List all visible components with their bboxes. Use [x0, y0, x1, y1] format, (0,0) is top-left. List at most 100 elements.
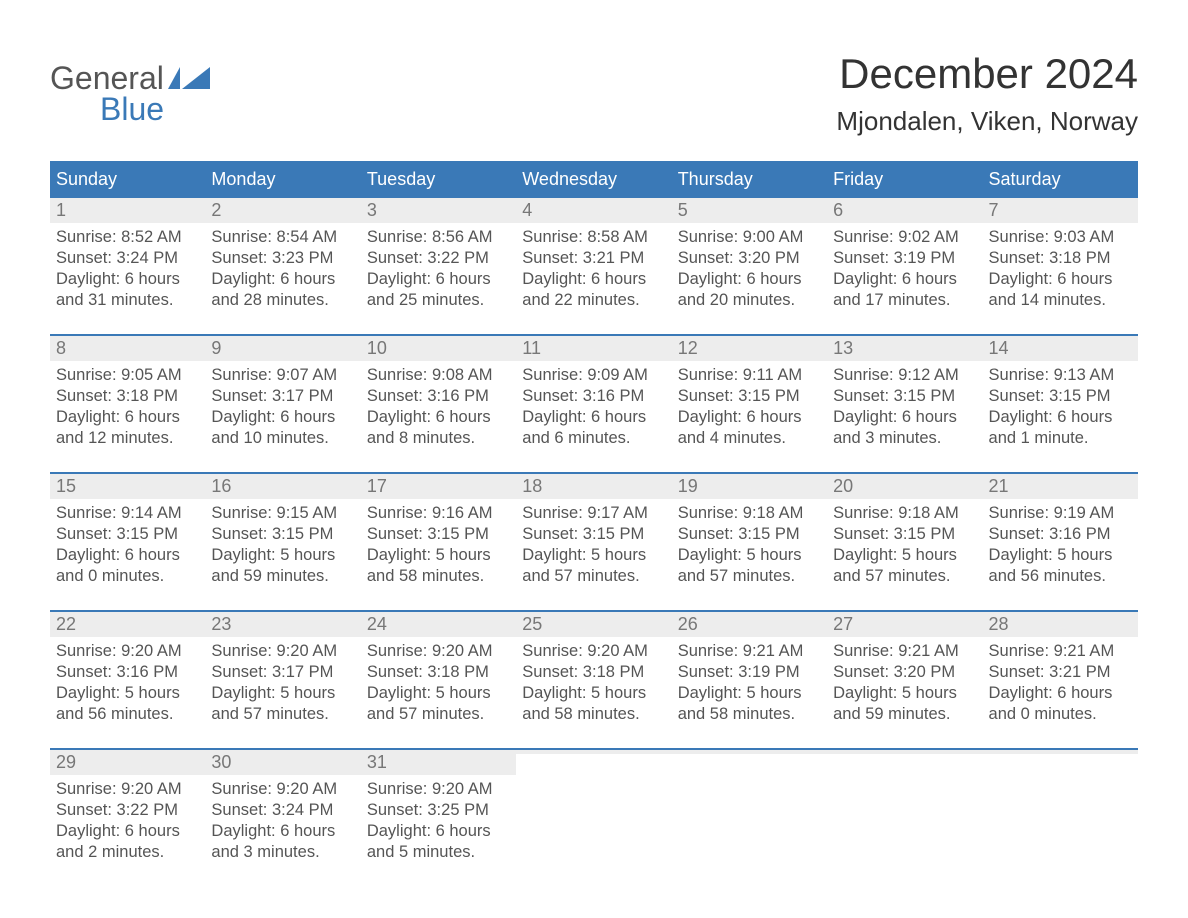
- day-cell: 10Sunrise: 9:08 AMSunset: 3:16 PMDayligh…: [361, 336, 516, 456]
- month-title: December 2024: [836, 50, 1138, 98]
- day-number: [983, 750, 1138, 754]
- sunrise-text: Sunrise: 8:52 AM: [56, 227, 199, 248]
- dl2-text: and 4 minutes.: [678, 428, 821, 449]
- day-cell: [516, 750, 671, 870]
- dl2-text: and 57 minutes.: [211, 704, 354, 725]
- dl2-text: and 28 minutes.: [211, 290, 354, 311]
- sunrise-text: Sunrise: 9:20 AM: [367, 641, 510, 662]
- day-body: Sunrise: 9:18 AMSunset: 3:15 PMDaylight:…: [672, 499, 827, 591]
- sunset-text: Sunset: 3:20 PM: [833, 662, 976, 683]
- sunrise-text: Sunrise: 9:13 AM: [989, 365, 1132, 386]
- week-row: 15Sunrise: 9:14 AMSunset: 3:15 PMDayligh…: [50, 472, 1138, 594]
- sunset-text: Sunset: 3:21 PM: [522, 248, 665, 269]
- dl1-text: Daylight: 6 hours: [56, 545, 199, 566]
- day-cell: 11Sunrise: 9:09 AMSunset: 3:16 PMDayligh…: [516, 336, 671, 456]
- day-number: [516, 750, 671, 754]
- day-body: Sunrise: 9:05 AMSunset: 3:18 PMDaylight:…: [50, 361, 205, 453]
- day-number: 6: [827, 198, 982, 223]
- day-number: 26: [672, 612, 827, 637]
- dl1-text: Daylight: 6 hours: [678, 407, 821, 428]
- sunset-text: Sunset: 3:25 PM: [367, 800, 510, 821]
- dl2-text: and 31 minutes.: [56, 290, 199, 311]
- sunrise-text: Sunrise: 9:03 AM: [989, 227, 1132, 248]
- sunrise-text: Sunrise: 9:08 AM: [367, 365, 510, 386]
- day-number: 12: [672, 336, 827, 361]
- sunrise-text: Sunrise: 9:07 AM: [211, 365, 354, 386]
- dl1-text: Daylight: 6 hours: [211, 269, 354, 290]
- day-cell: 20Sunrise: 9:18 AMSunset: 3:15 PMDayligh…: [827, 474, 982, 594]
- sunrise-text: Sunrise: 9:21 AM: [678, 641, 821, 662]
- weekday-header: Tuesday: [361, 161, 516, 198]
- sunrise-text: Sunrise: 9:11 AM: [678, 365, 821, 386]
- sunset-text: Sunset: 3:24 PM: [56, 248, 199, 269]
- dl2-text: and 57 minutes.: [522, 566, 665, 587]
- dl1-text: Daylight: 5 hours: [833, 683, 976, 704]
- dl2-text: and 1 minute.: [989, 428, 1132, 449]
- sunrise-text: Sunrise: 9:20 AM: [367, 779, 510, 800]
- day-cell: 24Sunrise: 9:20 AMSunset: 3:18 PMDayligh…: [361, 612, 516, 732]
- day-body: Sunrise: 9:12 AMSunset: 3:15 PMDaylight:…: [827, 361, 982, 453]
- dl1-text: Daylight: 5 hours: [211, 545, 354, 566]
- dl2-text: and 56 minutes.: [989, 566, 1132, 587]
- sunset-text: Sunset: 3:22 PM: [56, 800, 199, 821]
- day-number: 20: [827, 474, 982, 499]
- day-number: 10: [361, 336, 516, 361]
- day-cell: 27Sunrise: 9:21 AMSunset: 3:20 PMDayligh…: [827, 612, 982, 732]
- sunset-text: Sunset: 3:17 PM: [211, 386, 354, 407]
- week-row: 22Sunrise: 9:20 AMSunset: 3:16 PMDayligh…: [50, 610, 1138, 732]
- dl1-text: Daylight: 6 hours: [833, 269, 976, 290]
- day-number: 28: [983, 612, 1138, 637]
- week-row: 1Sunrise: 8:52 AMSunset: 3:24 PMDaylight…: [50, 198, 1138, 318]
- sunrise-text: Sunrise: 8:54 AM: [211, 227, 354, 248]
- day-number: 3: [361, 198, 516, 223]
- sunrise-text: Sunrise: 9:20 AM: [211, 641, 354, 662]
- dl2-text: and 14 minutes.: [989, 290, 1132, 311]
- sunrise-text: Sunrise: 9:05 AM: [56, 365, 199, 386]
- dl2-text: and 20 minutes.: [678, 290, 821, 311]
- day-cell: 14Sunrise: 9:13 AMSunset: 3:15 PMDayligh…: [983, 336, 1138, 456]
- dl1-text: Daylight: 5 hours: [211, 683, 354, 704]
- sunset-text: Sunset: 3:15 PM: [678, 386, 821, 407]
- day-cell: 3Sunrise: 8:56 AMSunset: 3:22 PMDaylight…: [361, 198, 516, 318]
- day-body: Sunrise: 9:20 AMSunset: 3:24 PMDaylight:…: [205, 775, 360, 867]
- sunrise-text: Sunrise: 9:14 AM: [56, 503, 199, 524]
- day-number: 17: [361, 474, 516, 499]
- day-number: 7: [983, 198, 1138, 223]
- dl1-text: Daylight: 6 hours: [56, 821, 199, 842]
- day-cell: 31Sunrise: 9:20 AMSunset: 3:25 PMDayligh…: [361, 750, 516, 870]
- sunset-text: Sunset: 3:20 PM: [678, 248, 821, 269]
- header: General Blue December 2024 Mjondalen, Vi…: [50, 50, 1138, 137]
- sunset-text: Sunset: 3:24 PM: [211, 800, 354, 821]
- dl2-text: and 58 minutes.: [367, 566, 510, 587]
- sunrise-text: Sunrise: 9:17 AM: [522, 503, 665, 524]
- day-number: 31: [361, 750, 516, 775]
- dl2-text: and 3 minutes.: [833, 428, 976, 449]
- day-cell: 8Sunrise: 9:05 AMSunset: 3:18 PMDaylight…: [50, 336, 205, 456]
- day-body: Sunrise: 9:02 AMSunset: 3:19 PMDaylight:…: [827, 223, 982, 315]
- day-number: [827, 750, 982, 754]
- day-cell: 18Sunrise: 9:17 AMSunset: 3:15 PMDayligh…: [516, 474, 671, 594]
- sunset-text: Sunset: 3:18 PM: [56, 386, 199, 407]
- day-body: Sunrise: 9:08 AMSunset: 3:16 PMDaylight:…: [361, 361, 516, 453]
- dl2-text: and 10 minutes.: [211, 428, 354, 449]
- dl2-text: and 59 minutes.: [833, 704, 976, 725]
- dl1-text: Daylight: 5 hours: [833, 545, 976, 566]
- dl1-text: Daylight: 6 hours: [211, 821, 354, 842]
- sunset-text: Sunset: 3:16 PM: [522, 386, 665, 407]
- dl2-text: and 6 minutes.: [522, 428, 665, 449]
- day-cell: 22Sunrise: 9:20 AMSunset: 3:16 PMDayligh…: [50, 612, 205, 732]
- day-number: 11: [516, 336, 671, 361]
- day-number: 15: [50, 474, 205, 499]
- day-cell: 28Sunrise: 9:21 AMSunset: 3:21 PMDayligh…: [983, 612, 1138, 732]
- day-number: 8: [50, 336, 205, 361]
- day-cell: 13Sunrise: 9:12 AMSunset: 3:15 PMDayligh…: [827, 336, 982, 456]
- dl1-text: Daylight: 6 hours: [56, 407, 199, 428]
- sunset-text: Sunset: 3:15 PM: [56, 524, 199, 545]
- day-body: Sunrise: 9:09 AMSunset: 3:16 PMDaylight:…: [516, 361, 671, 453]
- dl2-text: and 2 minutes.: [56, 842, 199, 863]
- sunrise-text: Sunrise: 9:20 AM: [56, 779, 199, 800]
- day-body: Sunrise: 9:03 AMSunset: 3:18 PMDaylight:…: [983, 223, 1138, 315]
- day-number: 25: [516, 612, 671, 637]
- dl2-text: and 0 minutes.: [56, 566, 199, 587]
- day-cell: 26Sunrise: 9:21 AMSunset: 3:19 PMDayligh…: [672, 612, 827, 732]
